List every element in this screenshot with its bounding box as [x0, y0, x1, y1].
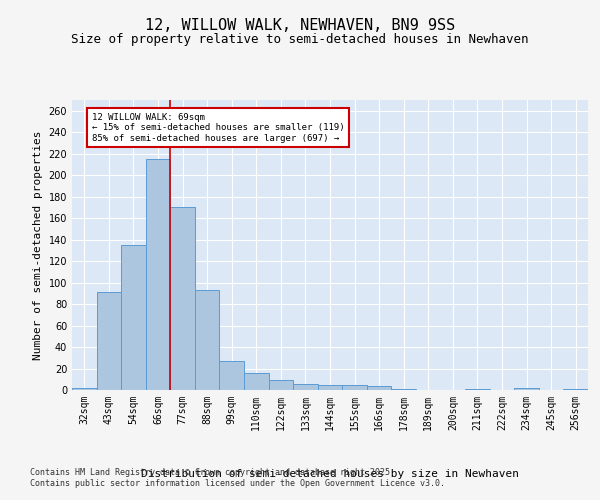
Bar [318, 384, 342, 390]
Bar [244, 373, 269, 390]
Bar [367, 386, 391, 390]
Bar [465, 389, 490, 390]
Bar [146, 159, 170, 390]
Text: Size of property relative to semi-detached houses in Newhaven: Size of property relative to semi-detach… [71, 32, 529, 46]
Bar [563, 389, 588, 390]
Bar [97, 292, 121, 390]
Bar [72, 388, 97, 390]
Text: 12, WILLOW WALK, NEWHAVEN, BN9 9SS: 12, WILLOW WALK, NEWHAVEN, BN9 9SS [145, 18, 455, 32]
Bar [220, 361, 244, 390]
Bar [269, 380, 293, 390]
Text: Contains HM Land Registry data © Crown copyright and database right 2025.
Contai: Contains HM Land Registry data © Crown c… [30, 468, 445, 487]
Bar [391, 389, 416, 390]
Bar [121, 245, 146, 390]
Bar [514, 388, 539, 390]
Bar [170, 208, 195, 390]
Text: 12 WILLOW WALK: 69sqm
← 15% of semi-detached houses are smaller (119)
85% of sem: 12 WILLOW WALK: 69sqm ← 15% of semi-deta… [92, 113, 344, 142]
X-axis label: Distribution of semi-detached houses by size in Newhaven: Distribution of semi-detached houses by … [141, 469, 519, 479]
Bar [293, 384, 318, 390]
Bar [342, 384, 367, 390]
Bar [195, 290, 220, 390]
Y-axis label: Number of semi-detached properties: Number of semi-detached properties [33, 130, 43, 360]
